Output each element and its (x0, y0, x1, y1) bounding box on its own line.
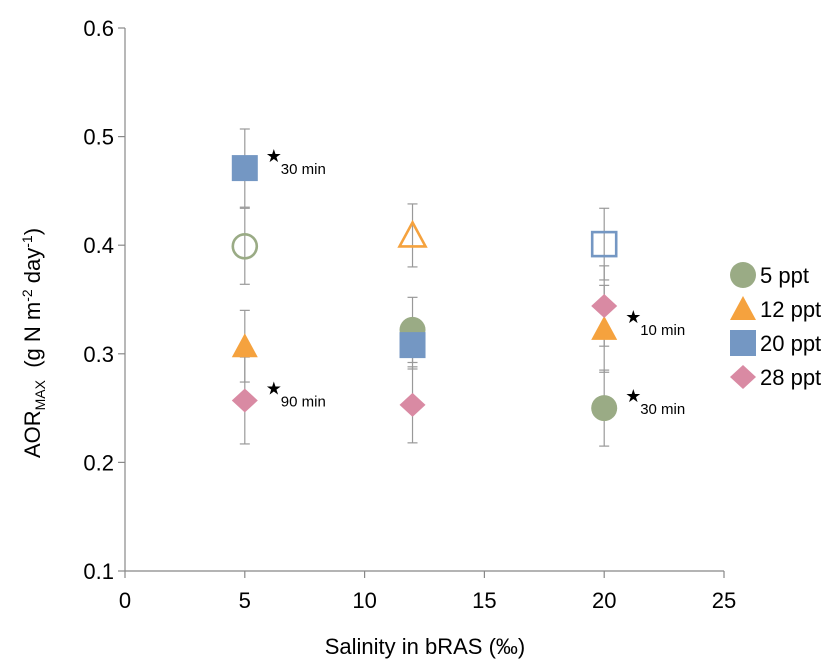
annotation-label: 30 min (640, 401, 685, 418)
legend-square-icon (730, 330, 756, 356)
axes: 0.1 0.2 0.3 0.4 0.5 0.6 0 5 10 15 20 25 (83, 16, 736, 613)
legend-diamond-icon (730, 365, 756, 389)
annotation-label: 90 min (281, 393, 326, 410)
y-tick-label: 0.4 (83, 233, 114, 258)
diamond-marker (591, 294, 618, 319)
hollow-square-marker (590, 230, 618, 258)
y-tick-label: 0.1 (83, 559, 114, 584)
x-tick-label: 0 (119, 588, 131, 613)
diamond-marker (231, 388, 258, 413)
x-axis-label: Salinity in bRAS (‰) (325, 634, 526, 659)
y-axis-label: AORMAX (g N m-2 day-1) (19, 228, 48, 458)
legend-label: 12 ppt (760, 297, 821, 322)
y-tick-label: 0.6 (83, 16, 114, 41)
y-tick-label: 0.2 (83, 450, 114, 475)
legend-triangle-icon (730, 296, 756, 320)
diamond-marker (399, 392, 426, 417)
annotation-label: 30 min (281, 161, 326, 178)
triangle-marker (231, 333, 258, 358)
x-tick-label: 15 (472, 588, 496, 613)
legend-label: 5 ppt (760, 263, 809, 288)
star-icon: ★ (625, 386, 641, 406)
y-tick-label: 0.5 (83, 125, 114, 150)
square-marker (231, 155, 258, 182)
x-tick-label: 10 (352, 588, 376, 613)
y-tick-label: 0.3 (83, 342, 114, 367)
annotation-label: 10 min (640, 322, 685, 339)
hollow-triangle-marker (397, 219, 428, 248)
legend: 5 ppt 12 ppt 20 ppt 28 ppt (730, 262, 821, 390)
triangle-marker (591, 315, 618, 340)
square-marker (399, 332, 426, 359)
x-tick-label: 25 (712, 588, 736, 613)
legend-label: 20 ppt (760, 331, 821, 356)
legend-circle-icon (730, 262, 756, 288)
x-tick-label: 5 (239, 588, 251, 613)
circle-marker (591, 395, 618, 422)
data-points (231, 155, 618, 422)
legend-label: 28 ppt (760, 365, 821, 390)
star-icon: ★ (266, 378, 282, 398)
star-icon: ★ (266, 146, 282, 166)
annotations: ★30 min★90 min★10 min★30 min (266, 146, 685, 418)
x-tick-label: 20 (592, 588, 616, 613)
hollow-circle-marker (231, 232, 259, 260)
star-icon: ★ (625, 307, 641, 327)
